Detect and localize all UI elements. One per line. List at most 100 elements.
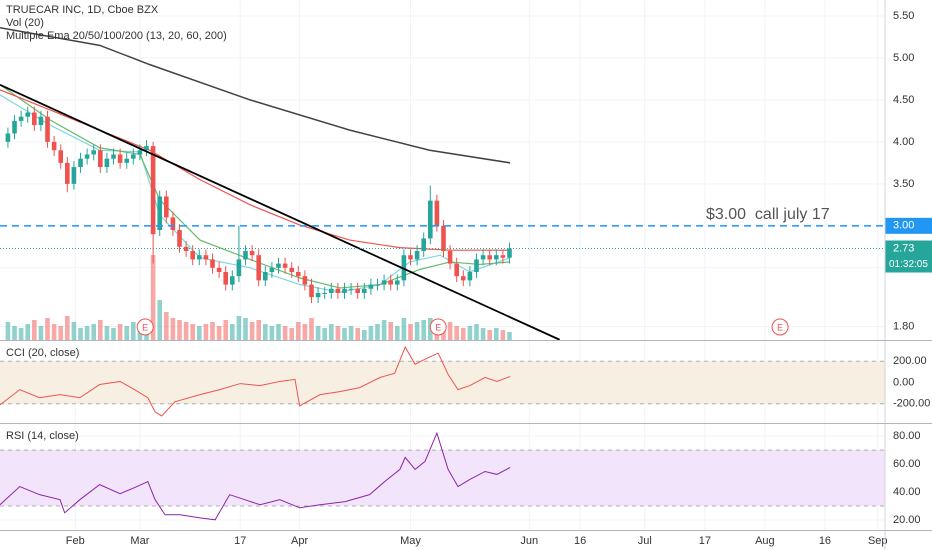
candle-body	[177, 230, 182, 247]
volume-bar	[454, 326, 459, 340]
earnings-label: E	[777, 322, 783, 332]
hline-tag	[885, 217, 932, 234]
volume-bar	[474, 324, 479, 340]
candle-body	[104, 158, 110, 168]
volume-bar	[197, 326, 202, 340]
volume-bar	[12, 326, 17, 340]
y-tick-label: -200.00	[893, 398, 930, 410]
y-tick-label: 200.00	[893, 355, 927, 367]
volume-bar	[51, 324, 57, 340]
volume-bar	[295, 322, 301, 340]
volume-bar	[467, 326, 473, 340]
candle-body	[164, 196, 169, 218]
volume-bar	[78, 328, 83, 340]
candle-body	[78, 158, 83, 168]
candle-body	[197, 255, 202, 260]
candle-body	[111, 154, 116, 159]
candle-body	[401, 255, 407, 281]
y-tick-label: 1.80	[893, 320, 914, 332]
volume-bar	[282, 326, 288, 340]
trendline	[0, 83, 561, 341]
countdown-tag	[885, 256, 932, 273]
y-tick-label: 5.50	[893, 10, 914, 22]
candle-body	[157, 196, 163, 231]
x-tick-label: Apr	[291, 535, 308, 547]
candle-body	[328, 288, 334, 293]
ema-line	[0, 84, 511, 289]
volume-bar	[177, 320, 182, 340]
candle-body	[124, 158, 130, 163]
volume-bar	[230, 324, 235, 340]
candle-body	[12, 120, 17, 134]
candle-body	[368, 284, 374, 289]
candle-body	[203, 255, 209, 260]
volume-bar	[269, 326, 275, 340]
candle-body	[454, 263, 459, 277]
candle-body	[269, 267, 275, 272]
x-tick-label: May	[400, 535, 421, 547]
candle-body	[493, 255, 499, 260]
x-tick-label: Feb	[66, 535, 85, 547]
volume-bar	[210, 322, 215, 340]
volume-bar	[117, 324, 123, 340]
candle-body	[249, 251, 255, 256]
volume-bar	[216, 326, 222, 340]
candle-body	[210, 259, 215, 268]
volume-bar	[500, 330, 506, 340]
candle-body	[236, 259, 242, 277]
volume-bar	[243, 318, 248, 340]
candle-body	[480, 255, 486, 260]
candle-body	[289, 267, 295, 272]
candle-body	[131, 154, 136, 159]
x-tick-label: Mar	[130, 535, 149, 547]
volume-bar	[368, 326, 374, 340]
candle-body	[170, 217, 176, 231]
candle-body	[500, 255, 506, 258]
volume-bar	[447, 322, 453, 340]
volume-bar	[263, 324, 268, 340]
y-tick-label: 4.50	[893, 94, 914, 106]
volume-bar	[328, 324, 334, 340]
volume-bar	[236, 316, 242, 340]
volume-bar	[375, 324, 380, 340]
candle-body	[394, 280, 400, 285]
candle-body	[137, 150, 143, 155]
candle-body	[117, 154, 123, 163]
earnings-label: E	[142, 322, 148, 332]
volume-label: Vol (20)	[6, 17, 44, 29]
candle-body	[427, 200, 433, 239]
indicator-line	[0, 345, 511, 417]
volume-bar	[493, 328, 499, 340]
candle-body	[315, 292, 321, 298]
x-tick-label: 16	[574, 535, 586, 547]
candle-body	[263, 272, 268, 281]
earnings-marker	[429, 318, 447, 336]
y-tick-label: 4.00	[893, 136, 914, 148]
volume-bar	[164, 312, 169, 340]
volume-bar	[408, 324, 413, 340]
candle-body	[18, 116, 24, 121]
candle-body	[295, 272, 301, 277]
volume-bar	[355, 328, 360, 340]
candle-body	[230, 276, 235, 285]
volume-bar	[65, 316, 70, 340]
volume-bar	[394, 326, 400, 340]
candle-body	[5, 133, 11, 142]
candle-body	[460, 276, 466, 281]
volume-bar	[104, 326, 110, 340]
volume-bar	[32, 320, 37, 340]
candle-body	[91, 150, 97, 155]
band	[0, 450, 885, 506]
pane-title: CCI (20, close)	[6, 347, 79, 359]
countdown: 01:32:05	[889, 259, 928, 270]
volume-bar	[315, 326, 321, 340]
volume-bar	[45, 318, 50, 340]
x-tick-label: Sep	[868, 535, 888, 547]
volume-bar	[256, 320, 262, 340]
ema-line	[0, 26, 511, 164]
earnings-marker	[136, 318, 154, 336]
volume-bar	[401, 318, 407, 340]
y-tick-label: 20.00	[893, 514, 921, 526]
candle-body	[421, 238, 426, 252]
